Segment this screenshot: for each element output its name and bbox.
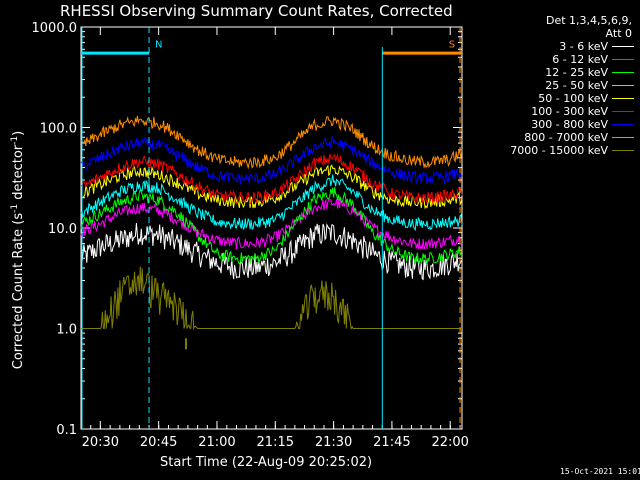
x-tick-label: 20:45: [140, 435, 177, 450]
legend-swatch: [612, 46, 634, 47]
legend-entry: 50 - 100 keV: [480, 92, 640, 105]
series-line: [80, 174, 463, 232]
legend-entry: 7000 - 15000 keV: [480, 144, 640, 157]
chart-title: RHESSI Observing Summary Count Rates, Co…: [60, 2, 453, 20]
y-tick-label: 1000.0: [32, 21, 78, 36]
series-line: [80, 197, 463, 250]
legend-header-1: Det 1,3,4,5,6,9,: [545, 14, 632, 27]
x-tick-label: 22:00: [431, 435, 468, 450]
y-tick-label: 10.0: [48, 222, 77, 237]
x-tick-label: 21:00: [198, 435, 235, 450]
legend-entry: 300 - 800 keV: [480, 118, 640, 131]
legend-swatch: [612, 59, 634, 60]
series-line: [81, 266, 462, 331]
legend-entry: 800 - 7000 keV: [480, 131, 640, 144]
legend-entry: 12 - 25 keV: [480, 66, 640, 79]
legend-label: 800 - 7000 keV: [524, 131, 608, 144]
legend-entry: 25 - 50 keV: [480, 79, 640, 92]
legend-swatch: [612, 85, 634, 86]
x-tick-label: 21:45: [373, 435, 410, 450]
legend-label: 7000 - 15000 keV: [510, 144, 608, 157]
axes: [80, 26, 463, 430]
x-axis-label: Start Time (22-Aug-09 20:25:02): [160, 455, 373, 470]
legend-swatch: [612, 98, 634, 99]
legend-entry: 6 - 12 keV: [480, 53, 640, 66]
series-group: [80, 115, 463, 350]
timestamp: 15-Oct-2021 15:01: [560, 467, 640, 476]
plot-frame: [80, 26, 463, 430]
legend-label: 12 - 25 keV: [545, 66, 608, 79]
x-tick-label: 20:30: [82, 435, 119, 450]
legend-label: 6 - 12 keV: [552, 53, 608, 66]
legend-label: 25 - 50 keV: [545, 79, 608, 92]
x-tick-label: 21:15: [257, 435, 294, 450]
legend-label: 3 - 6 keV: [559, 40, 608, 53]
y-tick-label: 1.0: [56, 323, 77, 338]
legend-label: 100 - 300 keV: [531, 105, 608, 118]
legend-rows: 3 - 6 keV 6 - 12 keV 12 - 25 keV 25 - 50 ke…: [480, 40, 640, 157]
legend-swatch: [612, 111, 634, 112]
y-tick-label: 0.1: [56, 423, 77, 438]
marker-label: N: [155, 39, 162, 50]
legend-swatch: [612, 72, 634, 73]
legend-label: 50 - 100 keV: [538, 92, 608, 105]
legend-entry: 100 - 300 keV: [480, 105, 640, 118]
legend-swatch: [612, 150, 634, 151]
y-tick-label: 100.0: [40, 122, 77, 137]
legend: Det 1,3,4,5,6,9, Att 0 3 - 6 keV 6 - 12 k…: [480, 14, 640, 157]
legend-label: 300 - 800 keV: [531, 118, 608, 131]
tick-labels: 0.1 1.0 10.0 100.0 1000.0 20:30 20:45 21:00 21:1…: [32, 21, 469, 450]
marker-label: S: [449, 39, 455, 50]
legend-swatch: [612, 137, 634, 138]
series-line: [80, 136, 463, 185]
x-tick-label: 21:30: [315, 435, 352, 450]
series-line: [80, 115, 463, 170]
legend-entry: 3 - 6 keV: [480, 40, 640, 53]
legend-header-2: Att 0: [605, 27, 632, 40]
series-line: [80, 153, 463, 205]
series-line: [80, 187, 463, 265]
series-line: [80, 223, 463, 281]
legend-swatch: [612, 124, 634, 125]
y-axis-label: Corrected Count Rate (s-1 detector-1): [10, 131, 26, 369]
